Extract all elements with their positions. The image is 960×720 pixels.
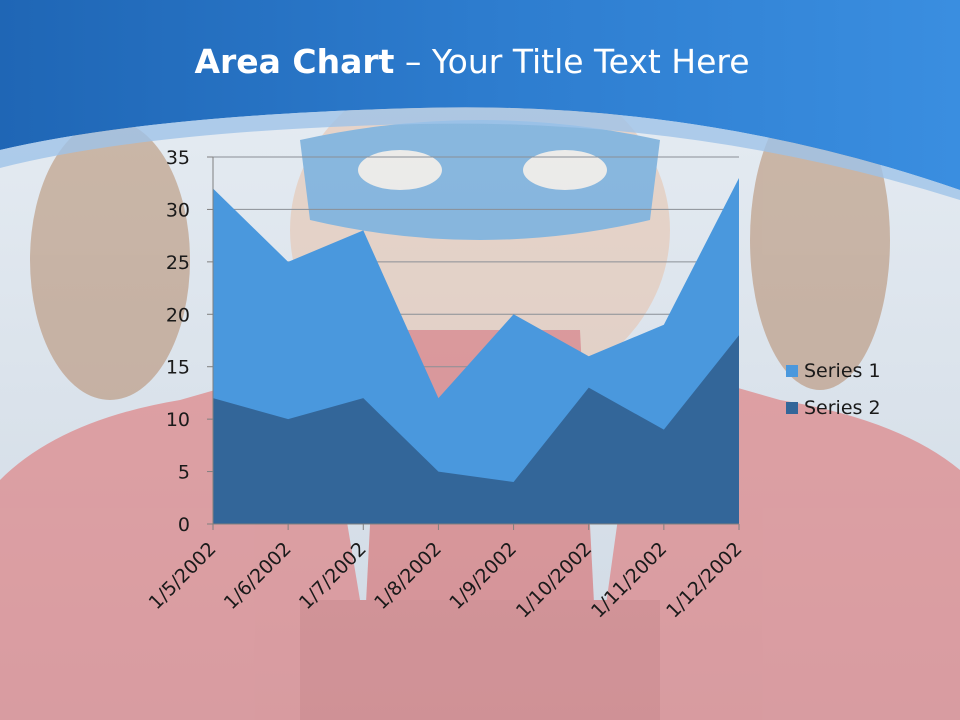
title-bold: Area Chart [194,42,395,81]
legend-label-series-2: Series 2 [804,397,881,419]
legend-swatch-series-1 [786,365,798,377]
x-tick-label: 1/6/2002 [220,538,296,614]
x-tick-label: 1/9/2002 [445,538,521,614]
x-tick-label: 1/12/2002 [662,538,746,622]
legend-label-series-1: Series 1 [804,360,881,382]
y-tick-label: 0 [178,514,190,536]
x-axis-labels: 1/5/2002 1/6/2002 1/7/2002 1/8/2002 1/9/2002… [145,538,747,622]
y-tick-label: 15 [166,357,190,379]
x-tick-label: 1/11/2002 [587,538,671,622]
y-tick-label: 30 [166,199,190,221]
header-arc [0,107,960,200]
legend-item-series-2: Series 2 [786,396,881,420]
x-tick-label: 1/7/2002 [295,538,371,614]
chart-areas [213,177,739,524]
area-series-2 [213,335,739,524]
y-tick-label: 35 [166,147,190,169]
x-tick-label: 1/8/2002 [370,538,446,614]
header-band [0,0,960,190]
slide-title: Area Chart – Your Title Text Here [0,40,944,84]
y-axis-labels: 0 5 10 15 20 25 30 35 [166,147,190,536]
legend-swatch-series-2 [786,402,798,414]
title-rest: – Your Title Text Here [394,42,750,81]
y-tick-label: 5 [178,462,190,484]
legend-item-series-1: Series 1 [786,359,881,383]
y-tick-label: 20 [166,304,190,326]
y-tick-label: 25 [166,252,190,274]
y-tick-label: 10 [166,409,190,431]
x-tick-label: 1/5/2002 [145,538,221,614]
chart-axes [207,156,740,530]
x-tick-label: 1/10/2002 [512,538,596,622]
